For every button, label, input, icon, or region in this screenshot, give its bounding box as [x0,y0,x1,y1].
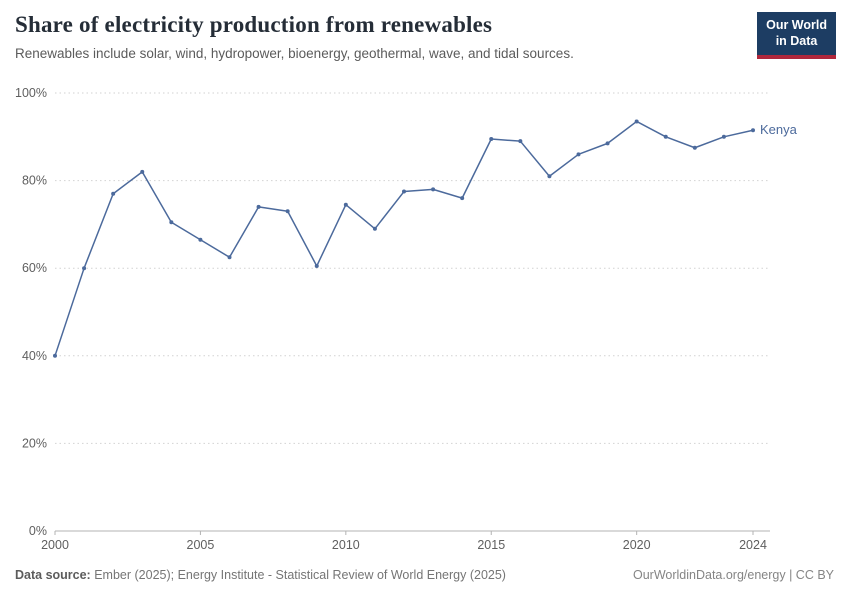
y-tick-label: 40% [22,349,47,363]
data-point-marker[interactable] [576,152,581,157]
series-label[interactable]: Kenya [760,122,798,137]
x-tick-label: 2015 [477,538,505,552]
y-tick-label: 80% [22,174,47,188]
data-point-marker[interactable] [227,255,232,260]
data-point-marker[interactable] [82,266,87,271]
chart-footer: Data source: Ember (2025); Energy Instit… [0,556,850,600]
data-point-marker[interactable] [256,204,261,209]
data-point-marker[interactable] [111,191,116,196]
data-point-marker[interactable] [518,139,523,144]
y-tick-label: 60% [22,261,47,275]
data-point-marker[interactable] [547,174,552,179]
chart-subtitle: Renewables include solar, wind, hydropow… [15,46,574,61]
data-point-marker[interactable] [489,136,494,141]
data-point-marker[interactable] [751,128,755,133]
data-point-marker[interactable] [663,134,668,139]
x-tick-label: 2005 [187,538,215,552]
data-point-marker[interactable] [314,264,319,269]
data-point-marker[interactable] [605,141,610,146]
owid-logo-line1: Our World [766,18,827,32]
page-title: Share of electricity production from ren… [15,12,493,37]
data-source-text: Ember (2025); Energy Institute - Statist… [90,568,506,582]
chart-header: Share of electricity production from ren… [0,0,850,86]
data-point-marker[interactable] [169,220,174,225]
data-point-marker[interactable] [431,187,436,192]
x-tick-label: 2024 [739,538,767,552]
owid-logo-line2: in Data [775,33,818,48]
data-source-label: Data source: [15,568,91,582]
data-point-marker[interactable] [634,119,639,124]
line-chart[interactable]: 0% 20% 40% 60% 80% 100% 2000 2005 2010 2015 2020 20… [0,86,850,556]
owid-logo[interactable]: Our World in Data [757,12,836,60]
data-point-marker[interactable] [140,169,145,174]
x-tick-label: 2020 [623,538,651,552]
series-line[interactable] [54,120,754,357]
attribution-link[interactable]: OurWorldinData.org/energy | CC BY [632,568,834,582]
data-point-marker[interactable] [692,145,697,150]
data-point-marker[interactable] [53,353,57,358]
x-tick-label: 2010 [332,538,360,552]
data-point-marker[interactable] [198,237,203,242]
header-text: Share of electricity production from ren… [15,12,574,61]
y-tick-label: 0% [29,524,47,538]
data-point-marker[interactable] [402,189,406,194]
data-point-marker[interactable] [343,202,348,207]
data-source: Data source: Ember (2025); Energy Instit… [15,568,506,582]
data-point-marker[interactable] [460,196,465,201]
data-point-marker[interactable] [721,134,726,139]
data-point-marker[interactable] [285,209,290,214]
data-point-marker[interactable] [372,226,377,231]
y-tick-label: 20% [22,436,47,450]
y-tick-label: 100% [15,86,47,100]
x-tick-label: 2000 [41,538,69,552]
